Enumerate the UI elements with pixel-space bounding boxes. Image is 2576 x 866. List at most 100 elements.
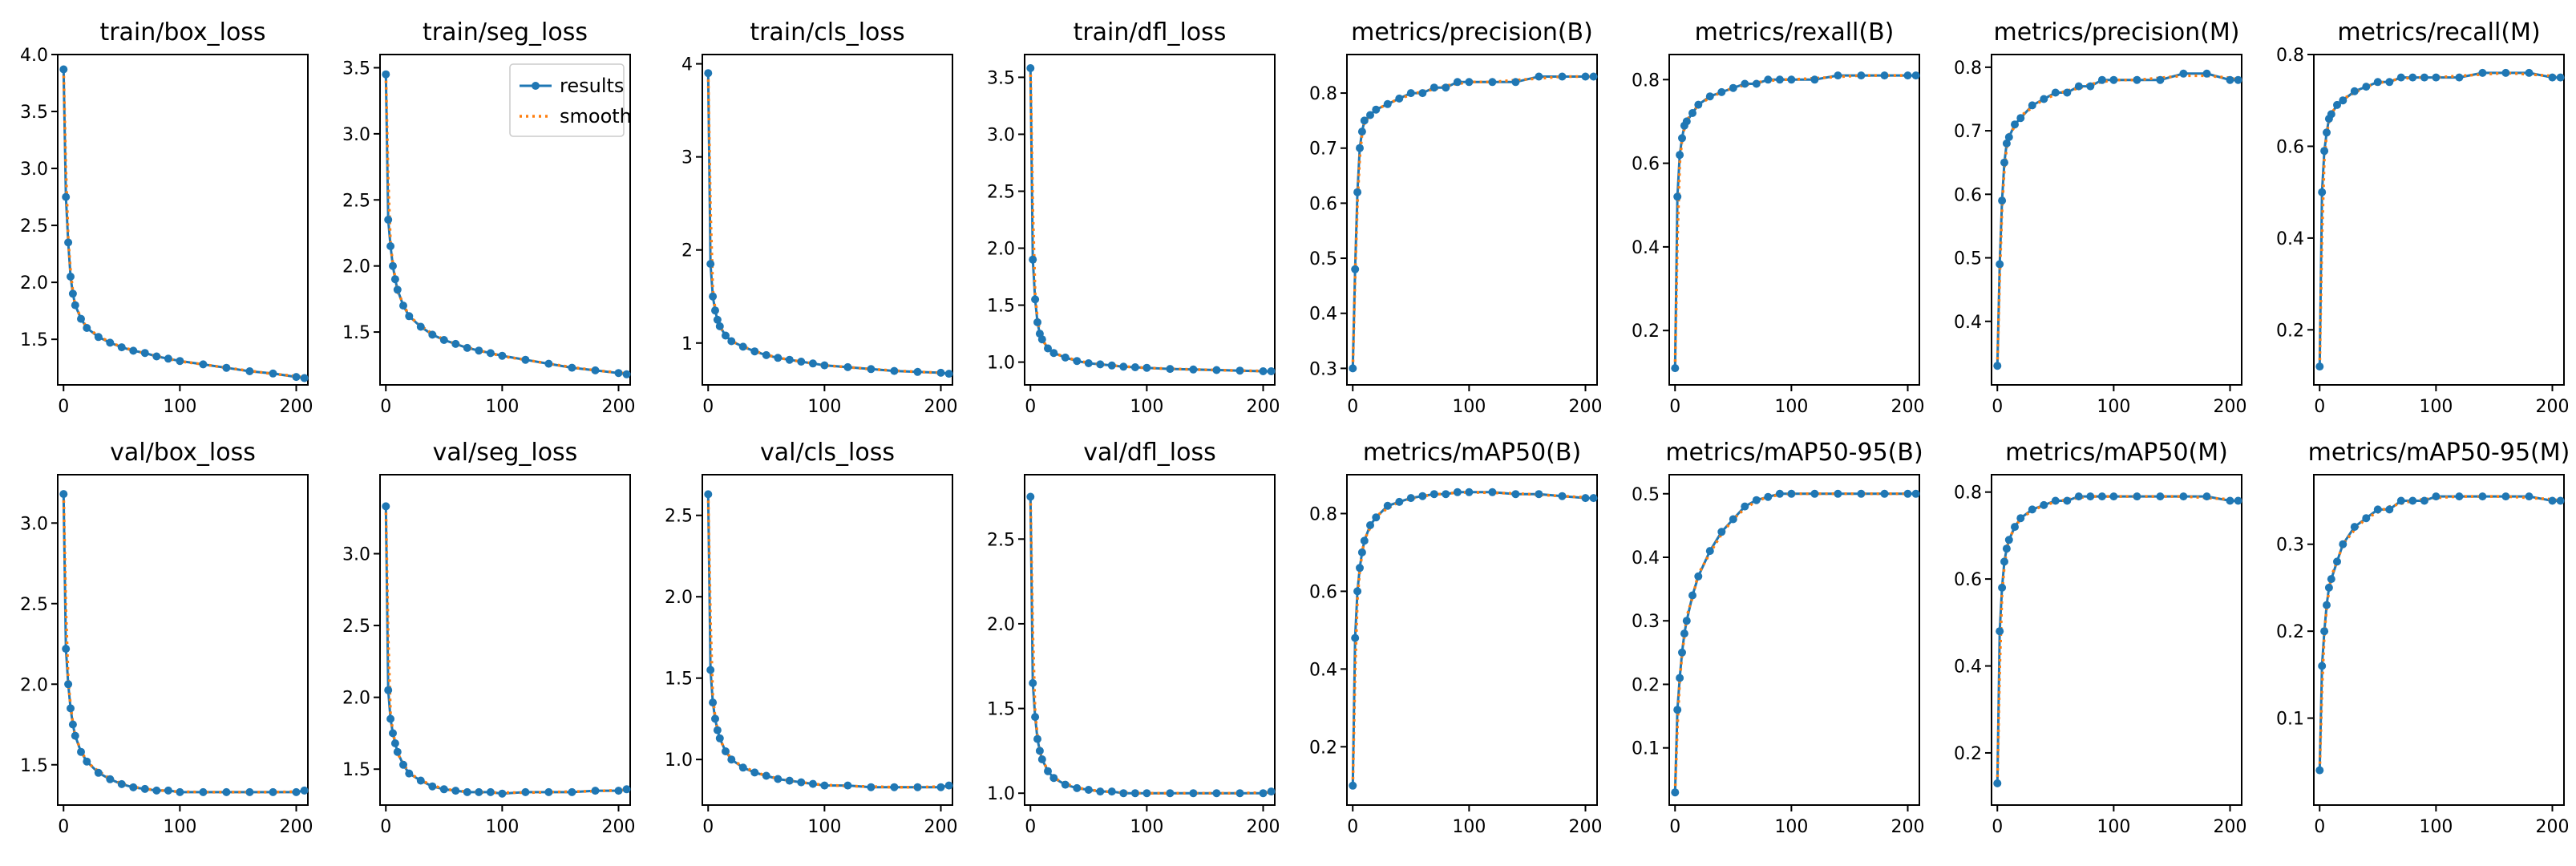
data-point [1084,786,1093,794]
data-point [774,775,783,783]
data-point [591,366,600,374]
x-tick-label: 200 [1891,397,1924,417]
series-line-smooth [62,494,305,794]
y-tick-label: 1.0 [665,751,693,771]
subplot-title: val/box_loss [110,439,256,467]
data-point [152,352,161,361]
data-point [1998,196,2007,205]
y-tick-label: 1.0 [987,354,1015,374]
data-point [2408,73,2417,82]
series-line-results [384,506,627,795]
x-tick-label: 100 [807,397,841,417]
data-point [1488,488,1497,496]
data-point [199,787,208,796]
data-point [2350,87,2359,95]
data-point [2315,766,2324,775]
y-tick-label: 1.5 [987,700,1015,720]
y-tick-label: 0.6 [1309,194,1337,214]
data-point [152,786,161,795]
data-point [1442,83,1450,92]
data-point [1558,72,1567,81]
data-point [706,260,715,269]
axes-frame [57,474,309,806]
data-point [1351,265,1360,273]
data-point [2339,96,2348,105]
x-tick-label: 0 [1669,397,1680,417]
y-tick-label: 2.5 [20,595,48,615]
data-point [384,216,393,224]
data-point [199,360,208,369]
x-tick-label: 200 [2535,397,2569,417]
y-tick-label: 0.1 [1632,739,1660,759]
y-tick-label: 0.4 [1954,313,1982,333]
data-point [1680,629,1688,638]
data-point [1406,494,1415,503]
data-point [1267,367,1276,375]
data-point [936,368,945,377]
data-point [1453,78,1462,87]
axes-frame [1991,54,2242,386]
data-point [622,370,631,378]
x-tick-label: 100 [163,817,196,837]
data-point [389,729,397,738]
axes-frame [379,54,631,386]
data-point [2408,496,2417,505]
data-point [1259,789,1268,798]
x-tick-label: 200 [1568,817,1602,837]
data-point [83,324,91,332]
data-point [1130,363,1139,371]
data-point [750,768,759,777]
data-point [2333,557,2341,566]
data-point [176,787,184,796]
data-point [2040,95,2048,103]
data-point [1880,71,1889,80]
data-point [292,787,301,796]
data-point [1360,116,1369,125]
data-point [1993,779,2002,787]
data-point [59,65,68,74]
data-point [1764,492,1773,501]
series-line-results [2318,495,2561,771]
y-tick-label: 0.2 [1632,675,1660,695]
y-tick-label: 3.0 [342,545,370,565]
data-point [843,362,852,371]
data-point [164,354,172,363]
series-line-smooth [1996,495,2238,783]
data-point [1535,72,1543,81]
series-line-results [1996,72,2238,366]
data-point [1044,767,1052,775]
series-line-smooth [2318,71,2561,367]
y-tick-label: 0.8 [1954,59,1982,79]
data-point [1558,492,1567,500]
data-point [451,787,460,795]
x-tick-label: 0 [1347,397,1358,417]
data-point [1834,71,1842,80]
data-point [405,769,414,778]
data-point [2396,496,2405,505]
data-point [1511,490,1520,499]
y-tick-label: 3.0 [20,160,48,180]
data-point [389,261,397,270]
data-point [1810,75,1819,84]
data-point [1353,188,1362,196]
data-point [83,757,91,766]
legend-label-smooth: smooth [560,105,632,127]
data-point [890,783,899,791]
axes-frame [702,474,953,806]
data-point [1673,706,1682,714]
data-point [591,787,600,795]
data-point [2556,73,2565,82]
y-tick-label: 1.5 [342,323,370,343]
data-point [2323,128,2331,137]
data-point [1581,494,1590,503]
data-point [245,367,254,375]
data-point [67,704,75,713]
y-tick-label: 0.4 [1632,238,1660,258]
data-point [59,490,68,499]
axes-frame [2313,54,2565,386]
y-tick-label: 2.5 [342,617,370,637]
data-point [1031,713,1040,722]
series-line-smooth [62,69,305,379]
data-point [614,369,623,378]
